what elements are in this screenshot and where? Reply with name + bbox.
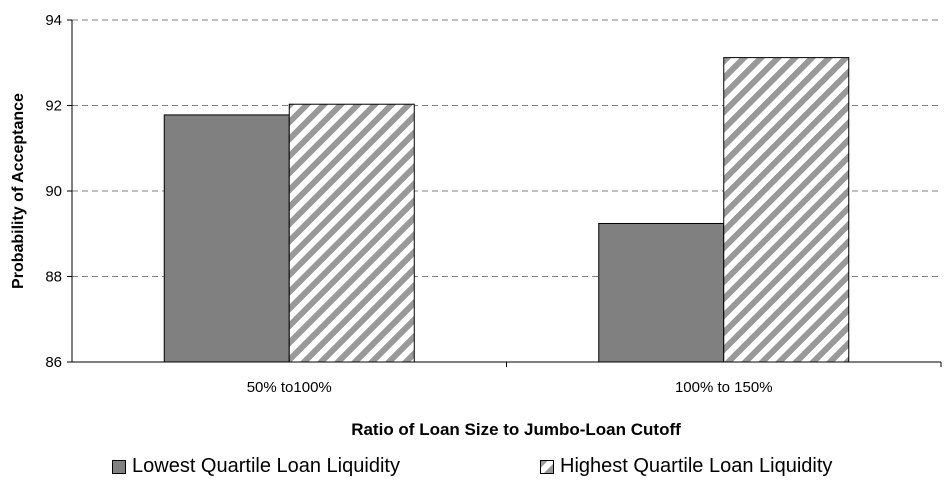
y-tick-label: 86 bbox=[45, 354, 62, 371]
bar-lowest-2 bbox=[599, 223, 724, 362]
legend-label: Highest Quartile Loan Liquidity bbox=[560, 455, 832, 478]
y-axis-label: Probability of Acceptance bbox=[10, 93, 27, 289]
bar-lowest-1 bbox=[164, 115, 289, 362]
legend-item-highest: Highest Quartile Loan Liquidity bbox=[540, 455, 832, 478]
bar-chart: 86 88 90 92 94 50% to100% 100% to 150% Probab… bbox=[0, 0, 945, 455]
bar-highest-2 bbox=[724, 58, 849, 362]
x-tick-label: 50% to100% bbox=[247, 379, 332, 396]
y-tick-label: 94 bbox=[45, 12, 62, 29]
y-tick-label: 90 bbox=[45, 183, 62, 200]
y-tick-labels: 86 88 90 92 94 bbox=[45, 12, 62, 371]
legend: Lowest Quartile Loan Liquidity Highest Q… bbox=[0, 455, 945, 483]
x-tick-labels: 50% to100% 100% to 150% bbox=[247, 379, 773, 396]
legend-swatch-solid-icon bbox=[112, 460, 126, 474]
bars bbox=[164, 58, 849, 362]
y-tick-label: 88 bbox=[45, 269, 62, 286]
x-tick-label: 100% to 150% bbox=[675, 379, 773, 396]
y-tick-label: 92 bbox=[45, 98, 62, 115]
legend-swatch-striped-icon bbox=[540, 460, 554, 474]
legend-label: Lowest Quartile Loan Liquidity bbox=[132, 455, 400, 478]
x-axis-label: Ratio of Loan Size to Jumbo-Loan Cutoff bbox=[351, 420, 681, 439]
bar-highest-1 bbox=[289, 104, 414, 362]
legend-item-lowest: Lowest Quartile Loan Liquidity bbox=[112, 455, 400, 478]
